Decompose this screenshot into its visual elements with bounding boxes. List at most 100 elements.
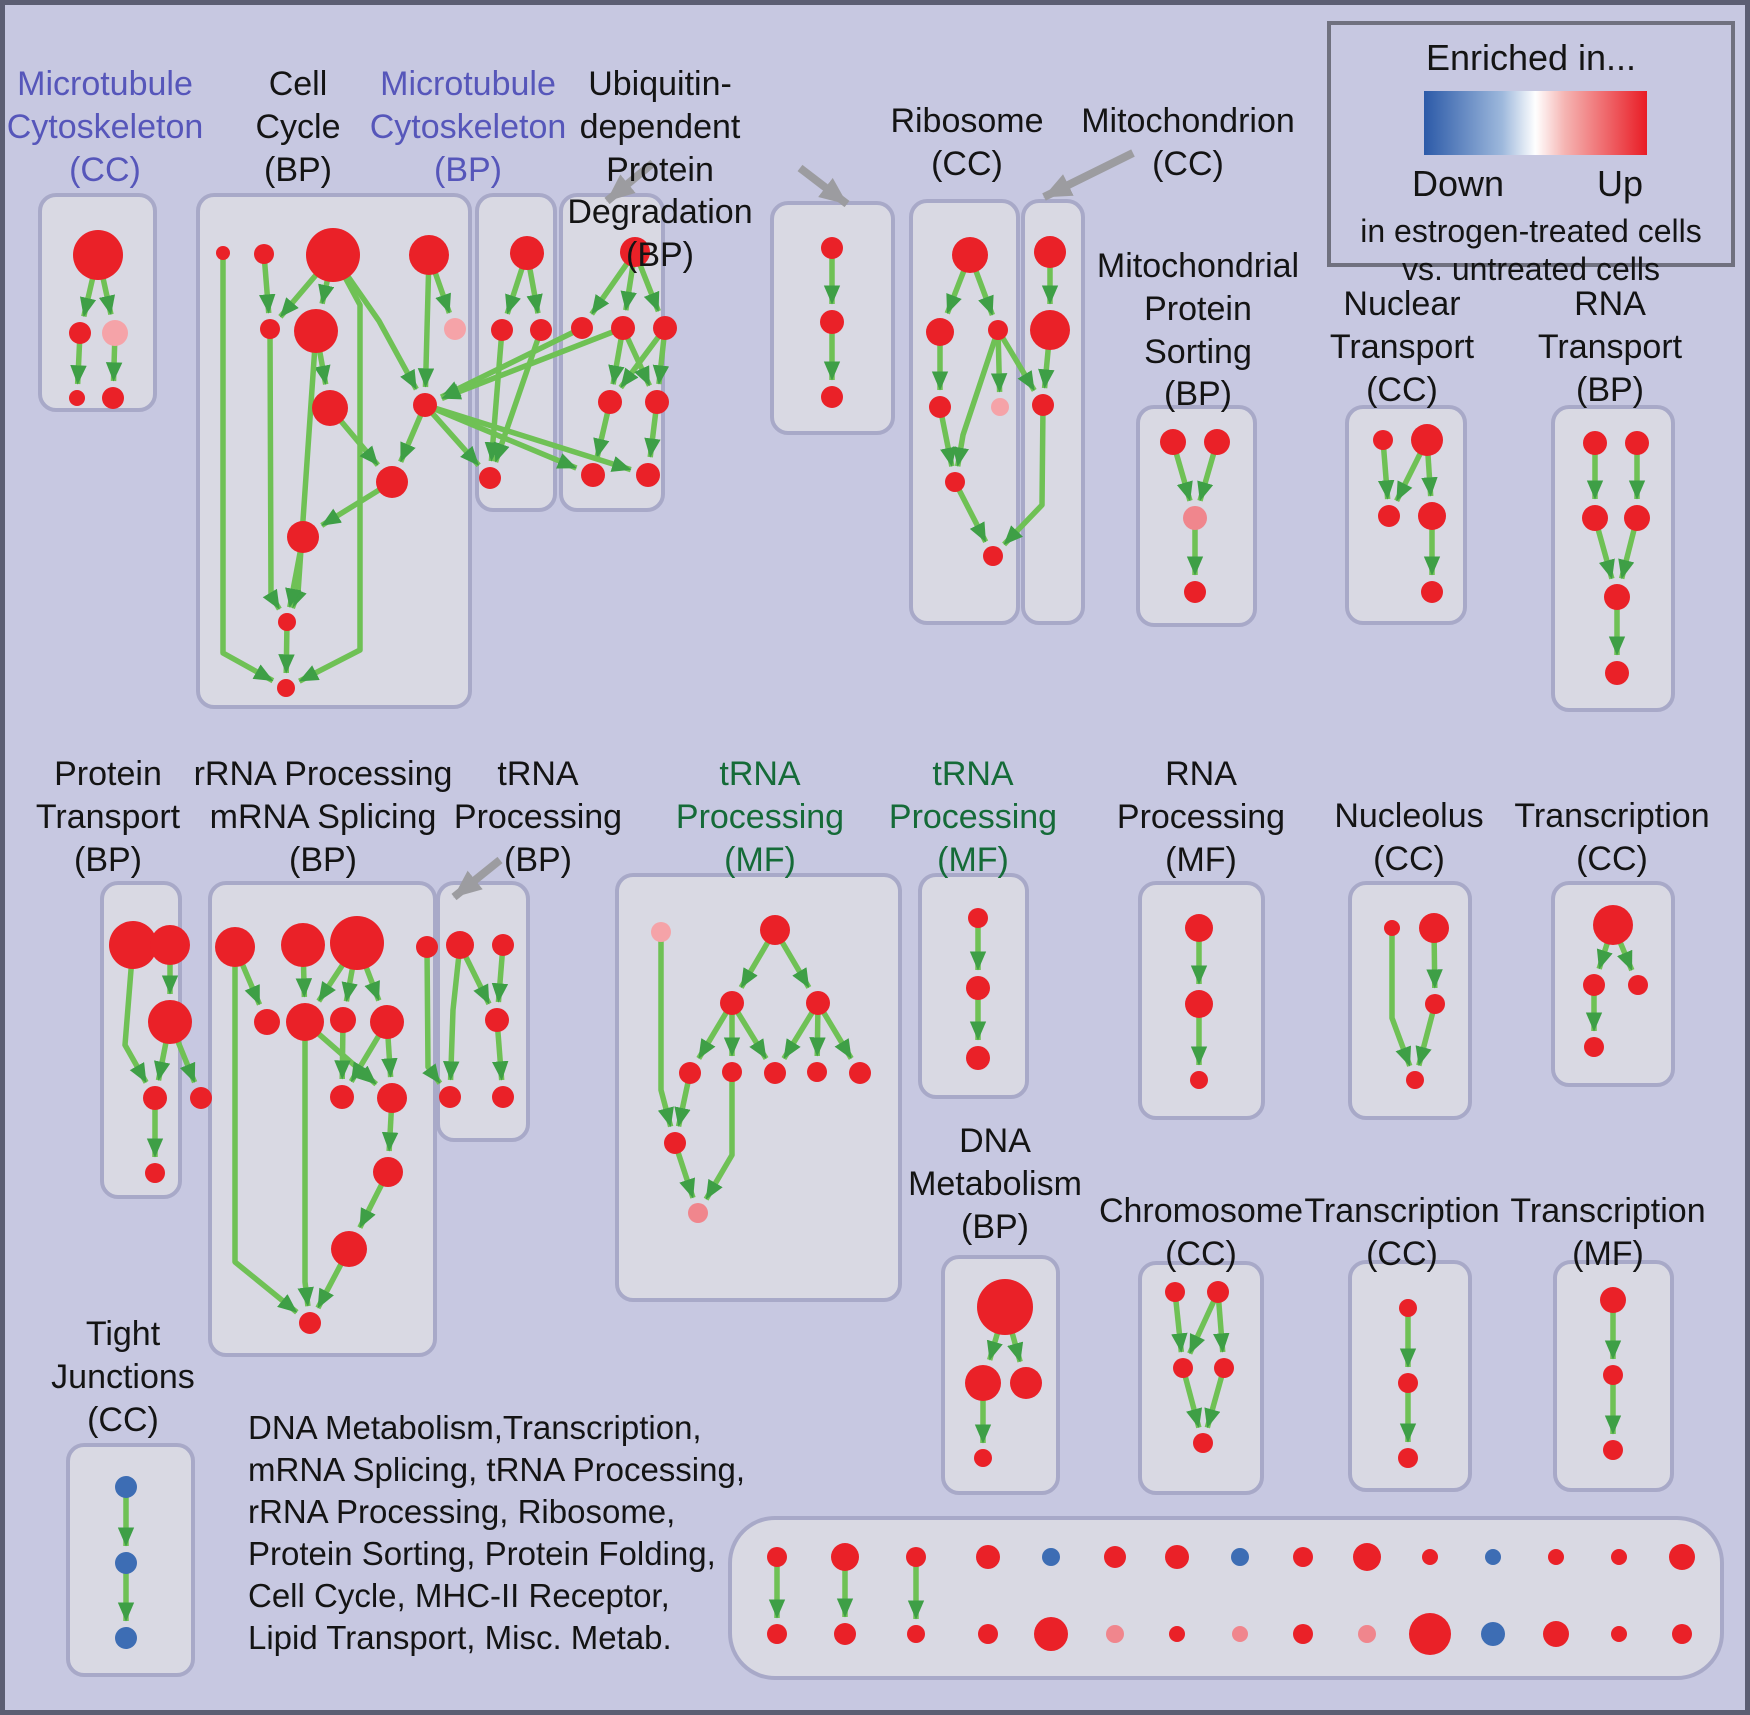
cell-cycle-bp-label: Cell Cycle (BP) xyxy=(255,65,341,189)
go-term-node xyxy=(581,463,605,487)
go-term-node xyxy=(988,320,1008,340)
go-term-node xyxy=(1384,920,1400,936)
go-term-node xyxy=(978,1624,998,1644)
go-term-node xyxy=(216,246,230,260)
go-term-node xyxy=(1030,310,1070,350)
go-term-node xyxy=(1032,394,1054,416)
go-term-node xyxy=(1593,905,1633,945)
go-term-node xyxy=(1185,990,1213,1018)
label-pointer-arrow xyxy=(451,856,503,901)
go-term-node xyxy=(286,1003,324,1041)
go-term-node xyxy=(760,915,790,945)
go-term-node xyxy=(277,679,295,697)
go-term-node xyxy=(254,1009,280,1035)
go-term-node xyxy=(492,1086,514,1108)
go-term-node xyxy=(331,1231,367,1267)
legend: Enriched in... Down Up in estrogen-treat… xyxy=(1327,21,1735,287)
go-term-node xyxy=(370,1005,404,1039)
go-term-node xyxy=(377,1083,407,1113)
transcription-cc-row2-label: Transcription (CC) xyxy=(1514,797,1710,878)
network-diagram xyxy=(38,149,1724,1680)
label-pointer-arrow xyxy=(604,159,656,205)
go-term-node xyxy=(571,317,593,339)
go-term-node xyxy=(1398,1448,1418,1468)
microtubule-cytoskeleton-cc-label: Microtubule Cytoskeleton (CC) xyxy=(6,65,204,189)
legend-subtitle-1: in estrogen-treated cells xyxy=(1360,213,1702,249)
go-term-node xyxy=(148,1000,192,1044)
go-term-node xyxy=(1582,505,1608,531)
go-term-node xyxy=(952,237,988,273)
go-term-node xyxy=(767,1547,787,1567)
go-term-node xyxy=(413,393,437,417)
go-term-node xyxy=(926,318,954,346)
go-term-node xyxy=(376,466,408,498)
go-term-node xyxy=(806,991,830,1015)
go-term-node xyxy=(929,396,951,418)
edge-arrow-chromosome-cc xyxy=(1180,1367,1203,1429)
microtubule-cytoskeleton-bp-label: Microtubule Cytoskeleton (BP) xyxy=(369,65,567,189)
go-term-node xyxy=(115,1552,137,1574)
mitochondrion-cc-label: Mitochondrion (CC) xyxy=(1081,102,1295,183)
go-term-node xyxy=(821,237,843,259)
go-term-node xyxy=(1204,429,1230,455)
go-term-node xyxy=(373,1157,403,1187)
go-term-node xyxy=(1421,581,1443,603)
edge-arrow-cross-cluster xyxy=(440,325,624,402)
go-term-node xyxy=(444,318,466,340)
edge-arrow-ribosome-cc xyxy=(952,480,989,544)
tight-junctions-cc-label: Tight Junctions (CC) xyxy=(51,1315,195,1439)
edge-arrow-nucleolus-cc xyxy=(1415,1003,1438,1067)
go-term-node xyxy=(330,916,384,970)
go-term-node xyxy=(651,922,671,942)
protein-transport-bp-label: Protein Transport (BP) xyxy=(35,755,181,879)
go-term-node xyxy=(102,320,128,346)
go-term-node xyxy=(254,244,274,264)
go-term-node xyxy=(1034,1617,1068,1651)
go-term-node xyxy=(1672,1624,1692,1644)
rrna-processing-mrna-splicing-bp-label: rRNA Processing mRNA Splicing (BP) xyxy=(193,755,453,879)
go-term-node xyxy=(679,1062,701,1084)
go-term-node xyxy=(1548,1549,1564,1565)
edge-arrow-ribosome-cc xyxy=(952,329,1001,467)
go-term-node xyxy=(821,386,843,408)
go-term-node xyxy=(1232,1626,1248,1642)
dna-metabolism-bp-label: DNA Metabolism (BP) xyxy=(908,1122,1082,1246)
go-term-node xyxy=(1418,502,1446,530)
go-term-node xyxy=(1583,431,1607,455)
go-term-node xyxy=(73,230,123,280)
go-term-node xyxy=(645,390,669,414)
go-term-node xyxy=(281,923,325,967)
go-term-node xyxy=(1160,429,1186,455)
edge-arrow-cross-cluster xyxy=(1002,404,1046,547)
go-term-node xyxy=(976,1545,1000,1569)
go-term-node xyxy=(1293,1624,1313,1644)
go-term-node xyxy=(1165,1545,1189,1569)
go-term-node xyxy=(1358,1625,1376,1643)
go-term-node xyxy=(1184,581,1206,603)
go-term-node xyxy=(653,316,677,340)
go-term-node xyxy=(807,1062,827,1082)
edge-arrow-trna-processing-mf-large xyxy=(657,932,674,1128)
nuclear-transport-cc-box xyxy=(1345,405,1467,625)
label-pointer-arrow xyxy=(797,164,850,208)
go-term-node xyxy=(1605,661,1629,685)
go-term-node xyxy=(1604,584,1630,610)
go-term-node xyxy=(312,390,348,426)
legend-gradient-bar xyxy=(1424,91,1647,155)
go-term-node xyxy=(1165,1282,1185,1302)
go-term-node xyxy=(722,1062,742,1082)
go-term-node xyxy=(145,1163,165,1183)
go-term-node xyxy=(1406,1071,1424,1089)
go-term-node xyxy=(983,546,1003,566)
transcription-cc-row2-box xyxy=(1551,881,1675,1087)
go-term-node xyxy=(1583,974,1605,996)
edge-arrow-chromosome-cc xyxy=(1187,1290,1221,1355)
go-term-node xyxy=(907,1625,925,1643)
go-term-node xyxy=(974,1449,992,1467)
edge-arrow-rrna-processing-mrna-splicing-bp xyxy=(297,1022,314,1307)
go-term-node xyxy=(1190,1071,1208,1089)
go-term-node xyxy=(491,319,513,341)
go-term-node xyxy=(190,1087,212,1109)
go-term-node xyxy=(215,927,255,967)
go-term-node xyxy=(409,235,449,275)
